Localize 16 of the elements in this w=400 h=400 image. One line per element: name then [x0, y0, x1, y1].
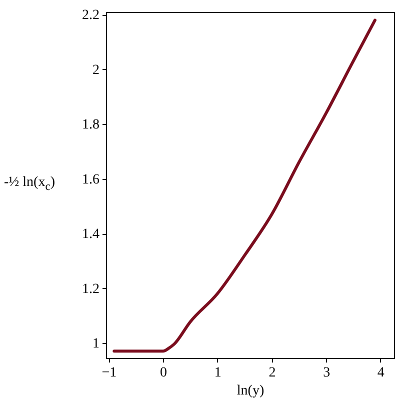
x-tick-label: −1: [102, 366, 117, 380]
y-tick-label: 1: [92, 336, 100, 352]
y-tick-label: 2.2: [82, 8, 100, 24]
x-tick-label: 1: [214, 366, 222, 380]
x-tick-label: 3: [323, 366, 330, 380]
x-tick-label: 4: [377, 366, 384, 380]
y-tick-label: 1.8: [82, 118, 100, 133]
y-tick-label: 1.4: [82, 227, 100, 242]
x-tick-label: 2: [268, 366, 276, 380]
line-series: [112, 18, 376, 353]
x-axis-title: ln(y): [236, 384, 264, 398]
y-tick-label: 1.6: [82, 172, 100, 188]
y-tick-label: 2: [92, 62, 100, 78]
y-tick-label: 1.2: [82, 282, 100, 297]
x-tick-label: 0: [160, 366, 168, 380]
y-axis-title: -½ ln(x$_{c}$): [4, 175, 56, 193]
